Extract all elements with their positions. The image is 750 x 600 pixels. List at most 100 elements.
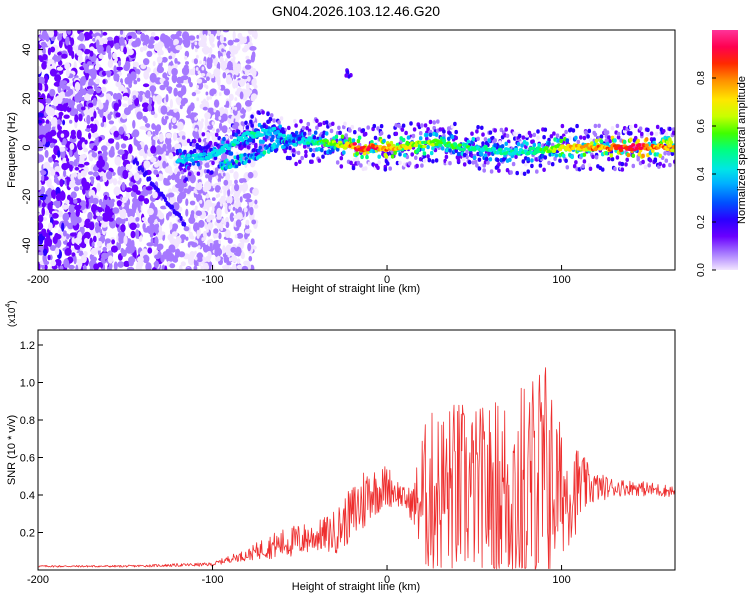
spectral-cell <box>205 174 209 179</box>
noise-cell <box>215 138 219 143</box>
spectral-cell <box>648 158 653 163</box>
noise-cell <box>227 253 231 258</box>
snr-line <box>38 367 675 570</box>
spectral-cell <box>296 150 301 156</box>
noise-cell <box>213 228 219 234</box>
spectral-cell <box>487 151 491 156</box>
y-tick-label: 1.2 <box>20 340 35 352</box>
spectral-cell <box>206 144 210 149</box>
spectral-cell <box>432 125 437 131</box>
spectral-cell <box>365 154 369 160</box>
spectral-cell <box>298 159 302 164</box>
noise-cell <box>164 265 168 270</box>
spectral-cell <box>401 137 406 143</box>
noise-cell <box>230 169 234 173</box>
noise-cell <box>150 32 156 37</box>
noise-cell <box>168 122 172 130</box>
noise-cell <box>115 112 121 118</box>
noise-cell <box>63 258 70 269</box>
spectral-cell <box>400 127 405 132</box>
spectral-cell <box>345 141 350 145</box>
noise-cell <box>98 201 107 206</box>
spectral-cell <box>454 148 459 153</box>
noise-cell <box>194 205 198 210</box>
spectral-cell <box>351 138 356 143</box>
spectral-cell <box>536 129 540 134</box>
spectral-cell <box>607 156 611 162</box>
noise-cell <box>202 37 206 42</box>
noise-cell <box>147 104 153 112</box>
noise-cell <box>72 173 78 177</box>
spectral-cell <box>482 163 487 168</box>
noise-cell <box>61 163 69 171</box>
noise-cell <box>143 70 150 80</box>
noise-cell <box>180 98 186 107</box>
spectral-cell <box>271 126 277 131</box>
spectral-cell <box>436 119 440 124</box>
noise-cell <box>136 223 140 229</box>
spectral-cell <box>613 138 617 143</box>
spectral-cell <box>511 161 516 167</box>
spectral-cell <box>646 127 650 133</box>
spectral-cell <box>329 128 334 134</box>
spectral-cell <box>481 141 485 146</box>
noise-cell <box>147 130 152 137</box>
noise-cell <box>222 72 227 79</box>
y-tick-label: 0 <box>21 144 33 150</box>
noise-cell <box>159 133 164 143</box>
noise-cell <box>169 221 173 230</box>
noise-cell <box>227 238 233 244</box>
noise-cell <box>250 53 255 63</box>
noise-cell <box>223 37 227 42</box>
spectral-cell <box>582 135 587 141</box>
noise-cell <box>164 115 169 120</box>
noise-cell <box>148 176 152 182</box>
noise-cell <box>196 34 200 39</box>
spectral-cell <box>493 138 498 143</box>
noise-cell <box>230 255 238 263</box>
noise-cell <box>64 130 69 138</box>
noise-cell <box>119 30 124 35</box>
noise-cell <box>216 79 220 84</box>
noise-cell <box>94 78 101 85</box>
spectral-cell <box>414 155 418 160</box>
noise-cell <box>89 229 97 236</box>
noise-cell <box>241 36 247 44</box>
noise-cell <box>42 61 47 66</box>
noise-cell <box>168 152 174 160</box>
y-tick-label: -20 <box>21 189 33 205</box>
spectral-cell <box>466 139 471 145</box>
spectral-cell <box>456 151 461 157</box>
spectral-cell <box>415 163 419 169</box>
noise-cell <box>205 91 209 96</box>
noise-cell <box>47 58 55 65</box>
spectral-cell <box>273 148 278 153</box>
noise-cell <box>113 73 118 82</box>
spectral-cell <box>525 141 529 146</box>
noise-cell <box>89 50 94 57</box>
noise-cell <box>185 267 191 270</box>
noise-cell <box>158 212 165 220</box>
noise-cell <box>209 95 213 100</box>
noise-cell <box>196 84 199 89</box>
spectral-cell <box>344 133 349 138</box>
noise-cell <box>200 73 206 77</box>
spectral-cell <box>588 137 593 143</box>
noise-cell <box>217 181 221 186</box>
spectral-cell <box>572 164 577 169</box>
noise-cell <box>205 85 209 90</box>
spectral-cell <box>302 144 307 149</box>
noise-cell <box>62 230 67 237</box>
noise-cell <box>83 147 88 153</box>
noise-cell <box>78 259 83 268</box>
noise-cell <box>219 169 223 174</box>
noise-cell <box>223 51 227 56</box>
noise-cell <box>76 104 81 112</box>
spectral-cell <box>240 153 244 158</box>
noise-cell <box>166 142 172 152</box>
noise-cell <box>156 66 164 74</box>
noise-cell <box>145 123 151 128</box>
colorbar-gradient <box>712 30 738 270</box>
noise-cell <box>151 138 156 148</box>
noise-cell <box>227 60 233 71</box>
